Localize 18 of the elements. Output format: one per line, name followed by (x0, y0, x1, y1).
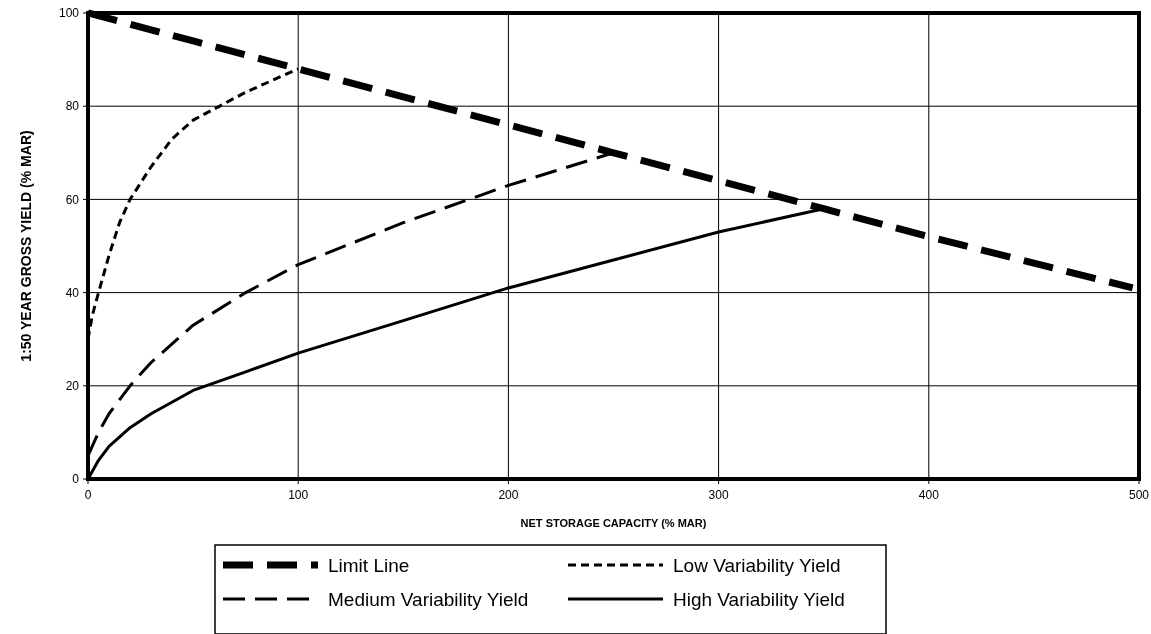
legend-label: Medium Variability Yield (328, 588, 529, 610)
y-tick-label: 20 (65, 379, 80, 393)
x-axis-title: NET STORAGE CAPACITY (% MAR) (520, 517, 707, 529)
y-tick-label: 0 (72, 472, 80, 487)
y-tick-label: 60 (65, 192, 80, 207)
y-axis-title: 1:50 YEAR GROSS YIELD (% MAR) (18, 130, 34, 362)
legend-label: Low Variability Yield (673, 554, 841, 576)
x-tick-label: 0 (84, 488, 92, 502)
x-tick-label: 100 (288, 488, 309, 502)
legend-label: Limit Line (328, 554, 410, 576)
legend-label: High Variability Yield (673, 588, 845, 610)
x-tick-label: 300 (708, 488, 729, 502)
x-tick-label: 400 (918, 488, 940, 502)
y-tick-label: 80 (65, 99, 80, 114)
x-tick-label: 200 (498, 488, 519, 502)
y-tick-label: 40 (65, 285, 80, 300)
x-tick-label: 500 (1128, 488, 1150, 502)
y-tick-label: 100 (58, 6, 80, 21)
